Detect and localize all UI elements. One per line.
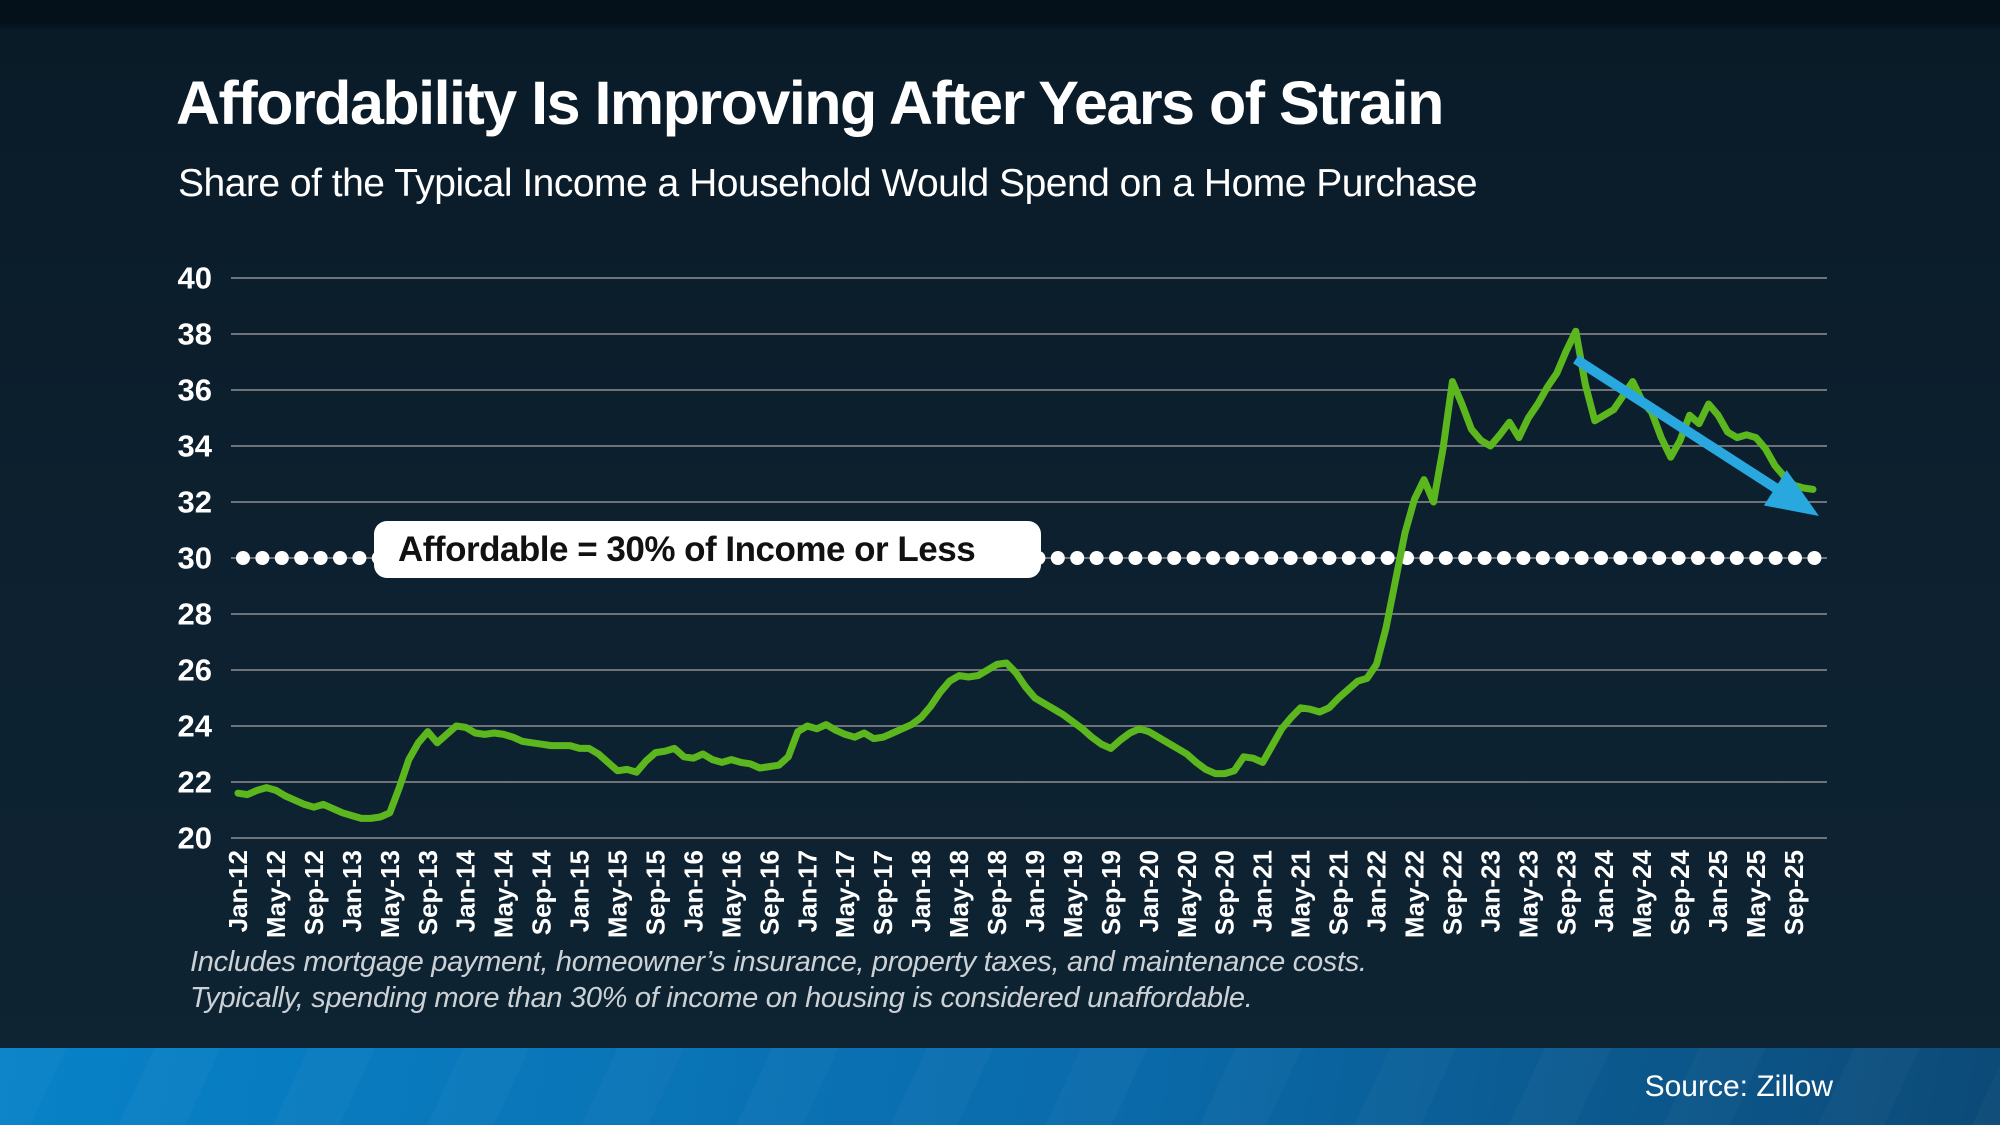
footnote-line-1: Includes mortgage payment, homeowner’s i… xyxy=(190,946,1367,978)
y-axis-labels: 20 22 24 26 28 30 32 34 36 38 40 xyxy=(178,261,213,856)
svg-text:May-14: May-14 xyxy=(489,849,519,938)
page-title: Affordability Is Improving After Years o… xyxy=(176,69,1444,137)
svg-text:20: 20 xyxy=(178,821,212,856)
bottom-accent-bar xyxy=(0,1048,2000,1125)
income-share-line xyxy=(234,327,1817,822)
svg-text:May-15: May-15 xyxy=(603,850,633,938)
svg-text:May-24: May-24 xyxy=(1627,849,1657,938)
svg-text:40: 40 xyxy=(178,261,212,296)
svg-text:Jan-25: Jan-25 xyxy=(1703,850,1733,932)
svg-text:May-21: May-21 xyxy=(1286,850,1316,938)
svg-text:May-13: May-13 xyxy=(375,850,405,938)
svg-text:May-17: May-17 xyxy=(830,850,860,938)
footnote: Includes mortgage payment, homeowner’s i… xyxy=(190,944,1367,1016)
svg-text:Sep-13: Sep-13 xyxy=(413,850,443,935)
svg-text:Jan-20: Jan-20 xyxy=(1134,850,1164,932)
svg-text:May-16: May-16 xyxy=(716,850,746,938)
svg-text:30: 30 xyxy=(178,541,212,576)
trend-arrow xyxy=(1573,354,1819,516)
affordable-threshold-label: Affordable = 30% of Income or Less xyxy=(398,529,976,569)
svg-text:Jan-17: Jan-17 xyxy=(792,850,822,932)
x-axis-labels: Jan-12 May-12 Sep-12 Jan-13 May-13 Sep-13 Jan-… xyxy=(223,849,1809,938)
svg-text:34: 34 xyxy=(178,429,213,464)
svg-text:Sep-20: Sep-20 xyxy=(1210,850,1240,935)
source-attribution: Source: Zillow xyxy=(1644,1070,1833,1103)
svg-text:24: 24 xyxy=(178,709,213,744)
svg-text:May-18: May-18 xyxy=(944,850,974,938)
svg-text:Sep-22: Sep-22 xyxy=(1437,850,1467,935)
svg-text:May-12: May-12 xyxy=(261,850,291,938)
svg-text:Jan-21: Jan-21 xyxy=(1248,850,1278,932)
svg-text:32: 32 xyxy=(178,485,212,520)
svg-text:May-19: May-19 xyxy=(1058,850,1088,938)
svg-text:Jan-15: Jan-15 xyxy=(565,850,595,932)
svg-text:Sep-25: Sep-25 xyxy=(1779,850,1809,935)
svg-text:May-22: May-22 xyxy=(1399,850,1429,938)
svg-text:Sep-19: Sep-19 xyxy=(1096,850,1126,935)
svg-text:Jan-23: Jan-23 xyxy=(1475,850,1505,932)
svg-text:Sep-12: Sep-12 xyxy=(299,850,329,935)
affordable-threshold-callout: Affordable = 30% of Income or Less xyxy=(374,521,1041,578)
svg-text:May-23: May-23 xyxy=(1513,850,1543,938)
svg-text:May-20: May-20 xyxy=(1172,850,1202,938)
svg-text:Jan-14: Jan-14 xyxy=(451,849,481,932)
svg-text:38: 38 xyxy=(178,317,212,352)
svg-text:Jan-18: Jan-18 xyxy=(906,850,936,932)
svg-text:May-25: May-25 xyxy=(1741,850,1771,938)
svg-text:22: 22 xyxy=(178,765,212,800)
svg-text:Jan-19: Jan-19 xyxy=(1020,850,1050,932)
svg-text:Jan-24: Jan-24 xyxy=(1589,849,1619,932)
svg-text:Sep-15: Sep-15 xyxy=(640,850,670,935)
svg-text:26: 26 xyxy=(178,653,212,688)
page-subtitle: Share of the Typical Income a Household … xyxy=(178,162,1478,205)
svg-text:Jan-12: Jan-12 xyxy=(223,850,253,932)
svg-text:Jan-16: Jan-16 xyxy=(678,850,708,932)
svg-text:Sep-21: Sep-21 xyxy=(1324,850,1354,935)
footnote-line-2: Typically, spending more than 30% of inc… xyxy=(190,982,1253,1014)
svg-text:28: 28 xyxy=(178,597,212,632)
svg-text:Sep-23: Sep-23 xyxy=(1551,850,1581,935)
svg-text:Jan-22: Jan-22 xyxy=(1362,850,1392,932)
svg-text:Jan-13: Jan-13 xyxy=(337,850,367,932)
svg-text:Sep-24: Sep-24 xyxy=(1665,849,1695,935)
svg-text:Sep-14: Sep-14 xyxy=(527,849,557,935)
svg-text:Sep-17: Sep-17 xyxy=(868,850,898,935)
svg-text:Sep-16: Sep-16 xyxy=(754,850,784,935)
svg-text:Sep-18: Sep-18 xyxy=(982,850,1012,935)
svg-text:36: 36 xyxy=(178,373,212,408)
